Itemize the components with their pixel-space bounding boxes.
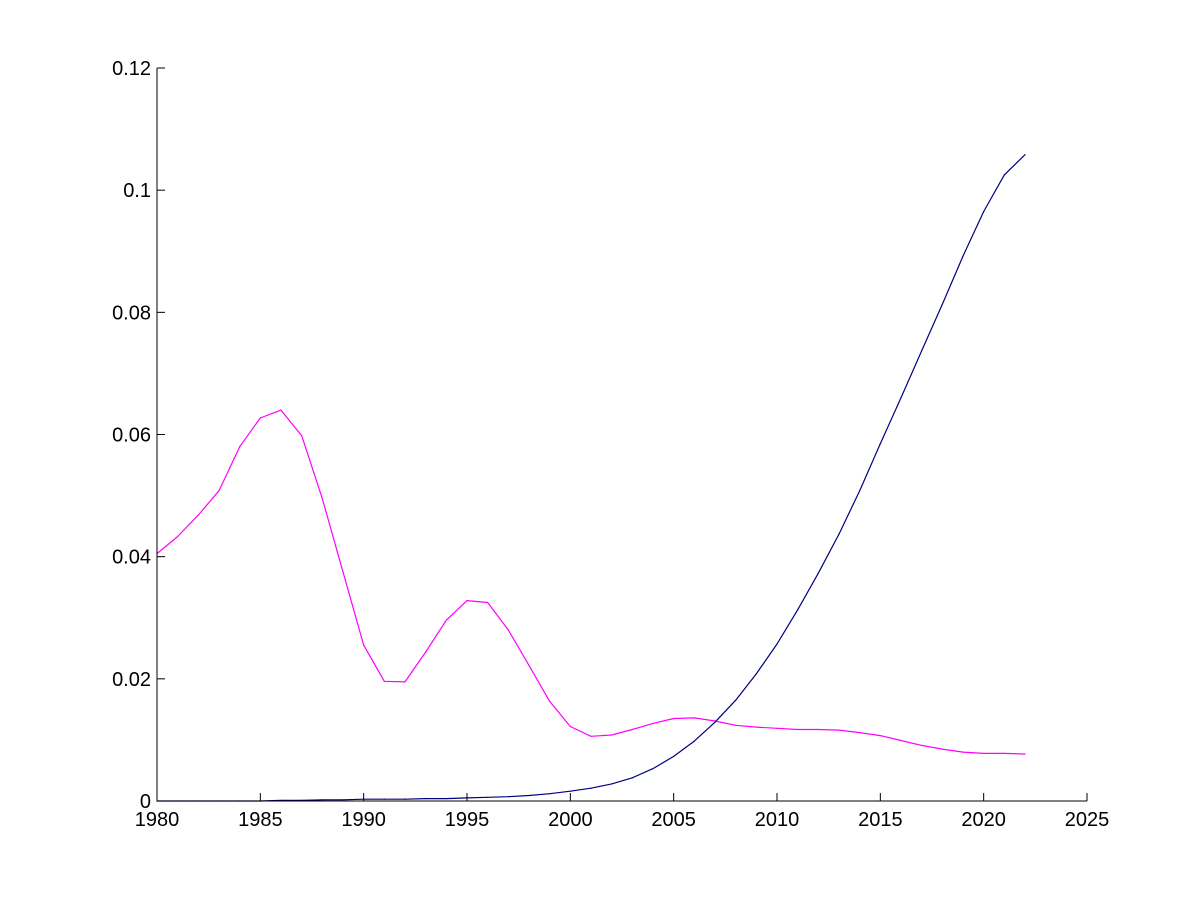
series-2-point	[383, 798, 385, 800]
series-2-point	[528, 794, 530, 797]
series-1-point	[301, 435, 303, 437]
series-2-point	[962, 255, 964, 257]
series-2-point	[797, 609, 799, 611]
series-1-point	[445, 619, 447, 621]
series-1-point	[900, 739, 902, 742]
series-2-point	[859, 490, 861, 492]
series-2-point	[404, 798, 406, 800]
series-1-point	[321, 498, 323, 500]
series-2-point	[900, 397, 902, 399]
series-1-point	[1024, 753, 1026, 755]
x-tick-label: 1990	[341, 809, 386, 831]
series-2-point	[735, 699, 737, 701]
series-2-point	[755, 673, 757, 675]
series-1-point	[776, 727, 778, 729]
series-2-point	[817, 572, 819, 574]
series-1-point	[569, 725, 571, 728]
y-tick-label: 0.08	[112, 302, 151, 324]
series-2-point	[590, 787, 592, 789]
x-tick-label: 2010	[755, 809, 800, 831]
series-1-point	[280, 409, 282, 411]
series-1-point	[507, 629, 509, 631]
series-1-point	[652, 722, 654, 725]
series-1-point	[466, 600, 468, 602]
series-2-point	[321, 799, 323, 801]
series-layer	[156, 154, 1026, 802]
x-tick-label: 2020	[961, 809, 1006, 831]
x-tick-label: 2025	[1065, 809, 1110, 831]
y-tick-label: 0.06	[112, 425, 151, 447]
series-2-point	[487, 796, 489, 798]
series-1-point	[342, 571, 344, 573]
series-2-point	[693, 740, 695, 742]
x-tick-label: 2015	[858, 809, 903, 831]
x-tick-label: 1985	[238, 809, 283, 831]
series-1-point	[239, 446, 241, 448]
series-1-point	[962, 751, 964, 753]
x-tick-label: 1995	[445, 809, 490, 831]
ticks: 1980 1985 1990 1995 2000 2005 2010 2015 2020 2025…	[112, 58, 1109, 831]
series-2-point	[776, 643, 778, 645]
x-tick-label: 2005	[651, 809, 696, 831]
series-2-point	[549, 793, 551, 795]
series-1-point	[1003, 752, 1005, 755]
series-2-point	[425, 798, 427, 800]
series-2-point	[1003, 174, 1005, 176]
y-tick-label: 0.04	[112, 547, 151, 569]
series-2-point	[507, 796, 509, 798]
series-1-point	[383, 680, 385, 682]
series-1-point	[549, 700, 551, 703]
series-1-point	[693, 717, 695, 719]
series-line-1	[156, 409, 1026, 755]
series-line-2	[157, 154, 1026, 802]
series-1-point	[631, 728, 633, 731]
series-2-point	[631, 777, 633, 779]
series-1-point	[404, 681, 406, 683]
series-2-point	[921, 350, 923, 352]
series-2-point	[838, 533, 840, 535]
series-1-point	[528, 664, 530, 667]
x-tick-label: 1980	[135, 809, 180, 831]
series-2-point	[714, 721, 716, 723]
y-tick-label: 0	[140, 791, 151, 813]
series-1-point	[611, 734, 613, 736]
series-1-point	[879, 735, 881, 737]
axes	[156, 68, 1087, 802]
series-2-point	[1024, 154, 1026, 156]
series-2-point	[652, 768, 654, 770]
y-tick-label: 0.02	[112, 669, 151, 691]
series-2-point	[941, 303, 943, 305]
series-1-point	[838, 729, 840, 731]
series-1-point	[921, 744, 923, 747]
series-1-point	[673, 717, 675, 720]
y-tick-label: 0.1	[123, 180, 151, 202]
x-tick-label: 2000	[548, 809, 593, 831]
y-tick-label: 0.12	[112, 58, 151, 80]
series-2-point	[673, 755, 675, 758]
series-1-point	[218, 490, 220, 492]
series-1-point	[487, 601, 489, 604]
series-1-point	[363, 644, 365, 646]
series-1-point	[941, 748, 943, 750]
series-1-point	[590, 735, 592, 737]
series-1-point	[859, 732, 861, 734]
series-1-point	[817, 728, 819, 731]
series-2-point	[611, 783, 613, 785]
series-1-point	[983, 752, 985, 755]
series-2-point	[342, 799, 344, 801]
series-1-point	[259, 417, 261, 419]
series-2-point	[445, 798, 447, 800]
series-2-point	[983, 210, 985, 213]
series-1-point	[197, 514, 199, 516]
series-1-point	[425, 651, 427, 653]
series-2-point	[569, 790, 571, 792]
series-1-point	[177, 535, 179, 538]
series-1-point	[735, 724, 737, 726]
series-1-point	[797, 728, 799, 731]
series-2-point	[879, 443, 881, 445]
series-1-point	[755, 726, 757, 728]
